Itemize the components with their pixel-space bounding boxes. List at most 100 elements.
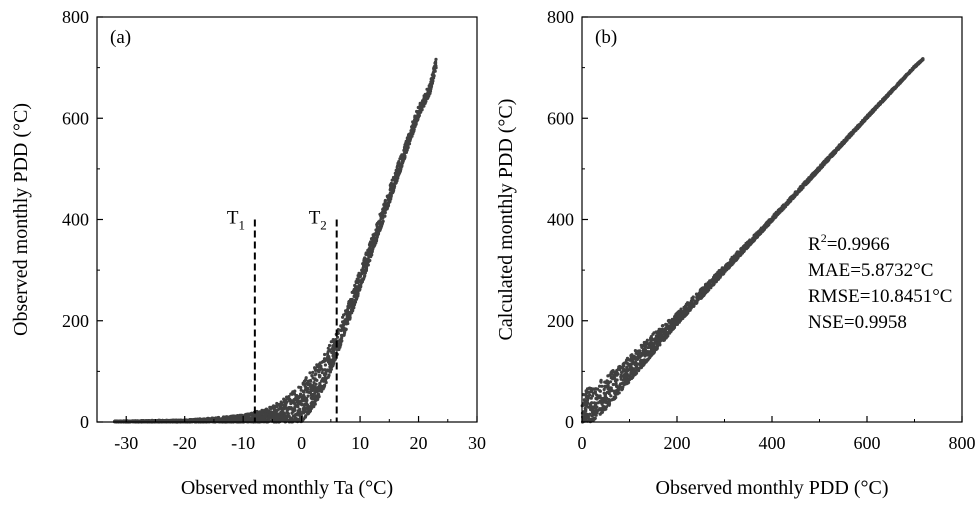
x-tick-label: 20 [410,433,428,453]
scatter-point [743,249,746,252]
scatter-point [629,363,632,366]
scatter-point [395,177,398,180]
scatter-point [347,311,350,314]
scatter-point [404,150,407,153]
scatter-point [365,266,368,269]
scatter-point [416,112,419,115]
scatter-point [424,94,427,97]
scatter-point [289,393,292,396]
scatter-point [403,156,406,159]
scatter-point [630,366,633,369]
scatter-point [353,295,356,298]
scatter-point [391,189,394,192]
scatter-point [276,405,279,408]
scatter-point [272,404,275,407]
scatter-point [665,335,668,338]
scatter-point [396,162,399,165]
scatter-point [630,359,633,362]
scatter-point [592,407,595,410]
scatter-point [434,65,437,68]
scatter-point [591,394,594,397]
scatter-point [406,140,409,143]
scatter-point [304,385,307,388]
scatter-point [629,371,632,374]
scatter-point [610,398,613,401]
scatter-point [326,352,329,355]
scatter-point [340,336,343,339]
x-tick-label: 30 [468,433,486,453]
scatter-point [389,184,392,187]
scatter-point [277,408,280,411]
scatter-point [600,385,603,388]
scatter-point [290,418,293,421]
scatter-point [342,334,345,337]
scatter-point [341,326,344,329]
scatter-point [280,415,283,418]
scatter-point [627,381,630,384]
scatter-point [391,179,394,182]
scatter-point [674,317,677,320]
scatter-point [346,305,349,308]
scatter-point [294,414,297,417]
scatter-point [607,382,610,385]
scatter-point [293,408,296,411]
scatter-point [362,278,365,281]
scatter-point [311,385,314,388]
scatter-point [339,341,342,344]
scatter-point [365,262,368,265]
scatter-point [634,356,637,359]
scatter-point [346,316,349,319]
scatter-point [323,353,326,356]
scatter-point [284,398,287,401]
threshold-label-subscript: 2 [320,218,327,233]
scatter-point [401,161,404,164]
scatter-point [610,386,613,389]
threshold-label-t1: T1 [227,208,245,233]
scatter-point [290,401,293,404]
scatter-point [353,303,356,306]
scatter-point [647,353,650,356]
scatter-point [290,412,293,415]
scatter-point [329,370,332,373]
scatter-point [262,415,265,418]
scatter-point [282,406,285,409]
scatter-point [594,397,597,400]
plot-frame [97,17,477,422]
scatter-point [613,374,616,377]
y-tick-label: 800 [62,7,89,27]
scatter-point [328,349,331,352]
scatter-point [602,401,605,404]
scatter-point [356,281,359,284]
scatter-point [315,363,318,366]
scatter-point [331,364,334,367]
threshold-label-t2: T2 [309,208,327,233]
scatter-point [586,399,589,402]
scatter-point [299,386,302,389]
scatter-point [363,256,366,259]
scatter-point [321,377,324,380]
scatter-point [305,376,308,379]
scatter-point [386,195,389,198]
scatter-point [596,409,599,412]
scatter-point [400,153,403,156]
scatter-point [342,313,345,316]
scatter-point [348,315,351,318]
scatter-point [615,370,618,373]
scatter-point [417,116,420,119]
scatter-point [313,396,316,399]
scatter-point [288,407,291,410]
scatter-point [311,401,314,404]
scatter-point [608,392,611,395]
scatter-point [371,242,374,245]
scatter-point [616,392,619,395]
scatter-point [603,385,606,388]
scatter-point [293,398,296,401]
scatter-point [280,402,283,405]
scatter-point [590,390,593,393]
scatter-point [275,413,278,416]
x-tick-label: -20 [173,433,197,453]
scatter-point [339,345,342,348]
scatter-point [275,402,278,405]
